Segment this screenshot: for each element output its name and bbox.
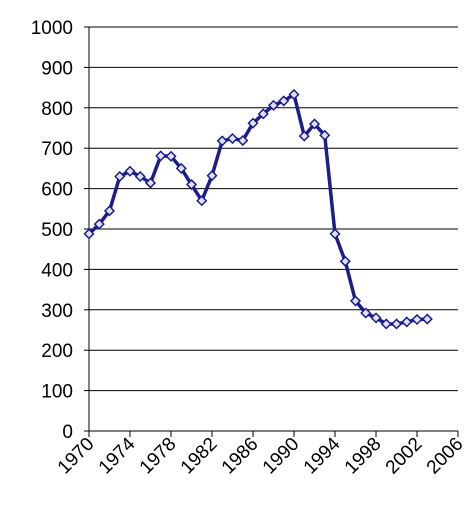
marker [247,117,259,129]
marker [349,295,362,307]
marker [319,129,331,141]
x-tick-label: 1998 [341,434,386,479]
marker [155,150,167,162]
y-tick-label: 500 [41,220,73,241]
marker [308,118,321,130]
y-tick-label: 100 [41,382,73,403]
y-tick-label: 400 [41,260,73,281]
marker [226,132,239,145]
marker [298,130,310,142]
marker [288,88,300,101]
marker [257,108,269,120]
marker [93,218,105,230]
marker [165,150,177,162]
x-tick-label: 1994 [300,433,345,478]
x-tick-label: 1974 [95,433,140,478]
y-tick-label: 300 [41,301,73,322]
marker [103,205,116,217]
y-tick-label: 800 [41,99,73,120]
y-tick-label: 900 [41,58,73,79]
marker [329,228,341,240]
marker [237,134,249,147]
marker [216,135,228,147]
marker [134,170,146,183]
marker [339,255,351,267]
y-tick-label: 1000 [31,18,73,39]
x-tick-label: 2002 [382,434,427,479]
marker [144,177,157,189]
marker [421,313,433,325]
marker [114,170,126,183]
x-tick-label: 1982 [177,434,222,479]
x-tick-label: 1978 [136,434,181,479]
marker [175,162,187,174]
x-tick-label: 1970 [54,434,99,479]
marker [370,312,382,324]
x-tick-label: 1986 [218,434,263,479]
marker [401,316,413,328]
line [87,92,428,326]
y-tick-label: 700 [41,139,73,160]
marker [267,99,280,111]
y-tick-label: 0 [62,422,73,443]
x-tick-label: 1990 [259,434,304,479]
marker [390,318,403,330]
marker [124,165,136,177]
y-tick-label: 600 [41,180,73,201]
marker [206,170,218,182]
marker [411,313,423,326]
y-tick-label: 200 [41,341,73,362]
marker [83,228,95,240]
marker [185,178,198,191]
marker [196,195,208,207]
marker [278,95,290,107]
marker [360,307,372,319]
marker [380,318,392,330]
x-tick-label: 2006 [423,434,468,479]
